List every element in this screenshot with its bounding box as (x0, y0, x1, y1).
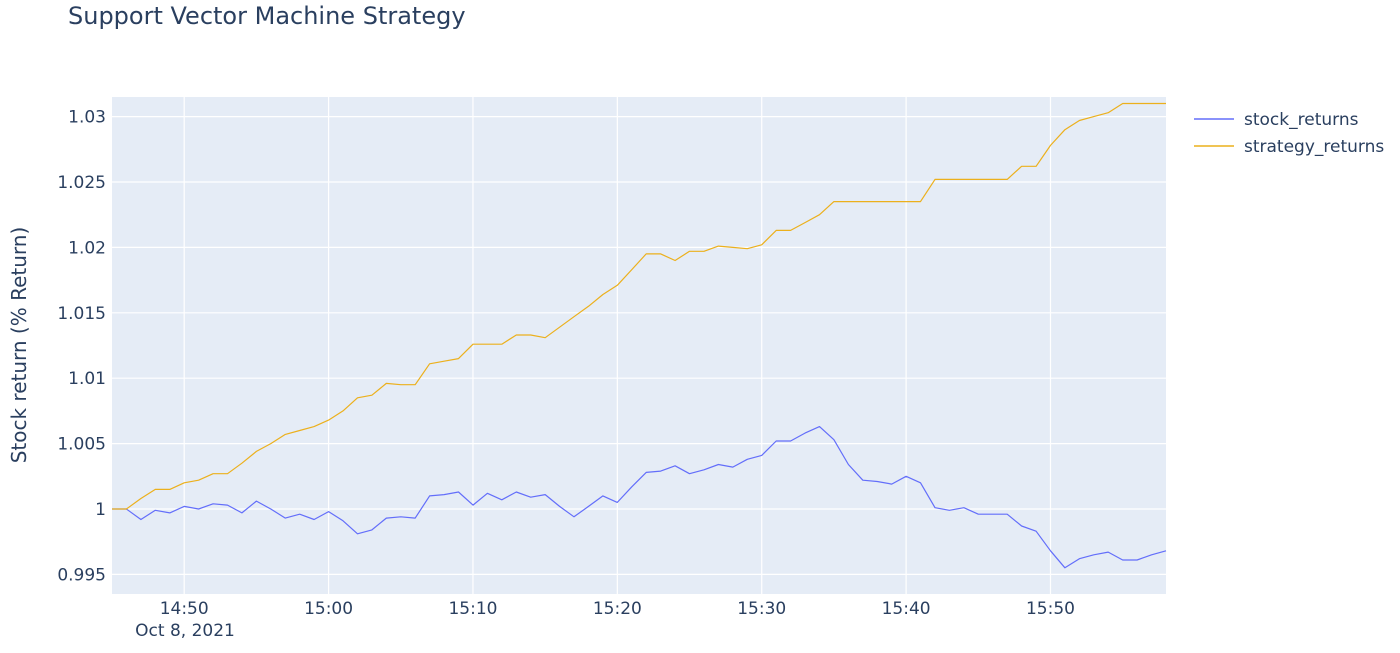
plot-background (112, 97, 1166, 594)
x-tick-label: 15:10 (448, 599, 497, 619)
series-layer (112, 102, 1167, 569)
series-line-strategy-returns[interactable] (112, 102, 1166, 510)
y-tick-label: 1.03 (68, 108, 106, 128)
x-tick-label: 15:00 (304, 599, 353, 619)
y-tick-label: 1.025 (57, 173, 106, 193)
y-tick-label: 0.995 (57, 565, 106, 585)
legend-label-stock-returns[interactable]: stock_returns (1244, 110, 1359, 130)
x-tick-label: 15:30 (737, 599, 786, 619)
y-axis-title: Stock return (% Return) (7, 227, 31, 464)
x-tick-label: 15:40 (882, 599, 931, 619)
x-tick-label: 14:50 (160, 599, 209, 619)
y-tick-label: 1.01 (68, 369, 106, 389)
legend: stock_returns strategy_returns (1194, 110, 1384, 157)
y-tick-label: 1 (95, 500, 106, 520)
y-tick-label: 1.015 (57, 304, 106, 324)
x-tick-labels: 14:50 15:00 15:10 15:20 15:30 15:40 15:50 (160, 599, 1075, 619)
x-tick-label: 15:20 (593, 599, 642, 619)
y-tick-label: 1.005 (57, 435, 106, 455)
series-line-stock-returns[interactable] (112, 426, 1167, 569)
chart-title: Support Vector Machine Strategy (68, 2, 466, 30)
y-tick-label: 1.02 (68, 238, 106, 258)
legend-label-strategy-returns[interactable]: strategy_returns (1244, 137, 1384, 157)
x-tick-label: 15:50 (1026, 599, 1075, 619)
y-gridlines (112, 116, 1166, 575)
y-tick-labels: 0.995 1 1.005 1.01 1.015 1.02 1.025 1.03 (57, 108, 106, 586)
x-date-sublabel: Oct 8, 2021 (135, 621, 235, 641)
